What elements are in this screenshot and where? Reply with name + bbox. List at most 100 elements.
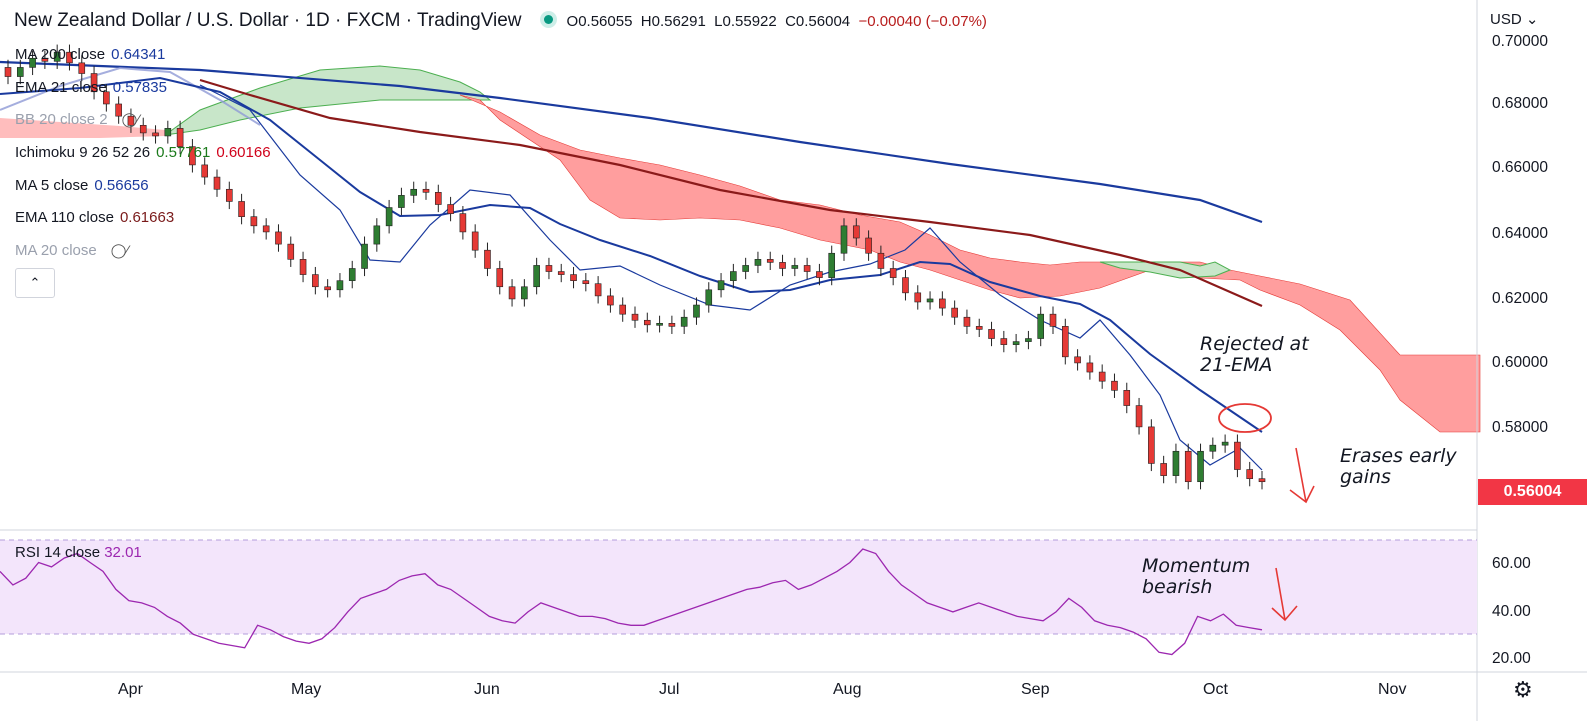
annotation-momentum: Momentum bearish: [1142, 555, 1251, 598]
candle-down: [422, 188, 430, 193]
chevron-down-icon: ⌄: [1525, 11, 1539, 28]
ma200-line: [0, 60, 1263, 224]
symbol-title[interactable]: New Zealand Dollar / U.S. Dollar · 1D · …: [14, 10, 522, 31]
candle-down: [803, 265, 811, 272]
settings-gear-icon[interactable]: ⚙: [1513, 677, 1533, 702]
hidden-eye-icon[interactable]: ◯⁄: [110, 242, 129, 258]
legend-ema21[interactable]: EMA 21 close 0.57835: [15, 79, 167, 96]
candle-down: [262, 225, 270, 233]
candle-down: [1111, 380, 1118, 391]
rsi-tick: 40.00: [1492, 603, 1531, 620]
candle-down: [459, 213, 467, 233]
candle-up: [521, 286, 528, 300]
candle-down: [668, 323, 676, 327]
chart-header: New Zealand Dollar / U.S. Dollar · 1D · …: [14, 10, 987, 32]
candle-down: [1135, 405, 1143, 428]
candle-up: [1209, 444, 1217, 452]
candle-down: [250, 216, 258, 227]
candle-up: [361, 243, 368, 269]
candle-up: [656, 323, 663, 326]
ema21-line: [0, 76, 1263, 433]
candle-down: [852, 225, 860, 239]
candle-down: [1258, 478, 1266, 483]
candle-up: [742, 265, 749, 272]
candle-down: [557, 271, 565, 275]
candle-down: [865, 237, 872, 254]
time-axis: Apr May Jun Jul Aug Sep Oct Nov: [118, 681, 1406, 698]
candle-down: [496, 268, 504, 288]
candle-down: [238, 201, 245, 217]
candle-up: [348, 268, 356, 281]
legend-bb[interactable]: BB 20 close 2 ◯⁄: [15, 111, 140, 128]
time-tick-oct: Oct: [1203, 681, 1228, 698]
candle-down: [152, 132, 159, 137]
hidden-eye-icon[interactable]: ◯⁄: [121, 111, 140, 127]
candle-up: [16, 67, 24, 77]
candles: [4, 44, 1266, 490]
legend-rsi[interactable]: RSI 14 close 32.01: [15, 544, 142, 561]
market-status-icon: [543, 15, 553, 25]
price-ticks: 0.70000 0.68000 0.66000 0.64000 0.62000 …: [1492, 33, 1548, 436]
candle-up: [840, 225, 848, 254]
time-tick-nov: Nov: [1378, 681, 1406, 698]
legend-ma5[interactable]: MA 5 close 0.56656: [15, 177, 149, 194]
ema110-line: [199, 78, 1263, 308]
candle-down: [484, 249, 491, 269]
candle-up: [1037, 313, 1045, 339]
candle-down: [471, 231, 479, 251]
ohlc-values: O0.56055 H0.56291 L0.55922 C0.56004 −0.0…: [567, 13, 987, 30]
candle-down: [816, 271, 823, 278]
candle-down: [287, 243, 295, 260]
candle-down: [951, 307, 958, 318]
candle-down: [1000, 338, 1008, 345]
candle-down: [127, 115, 135, 126]
legend-ma20[interactable]: MA 20 close ◯⁄: [15, 242, 129, 259]
last-price-label: 0.56004: [1478, 479, 1587, 505]
candle-down: [1123, 390, 1131, 406]
candle-down: [189, 146, 196, 166]
candle-down: [201, 164, 209, 178]
candle-up: [828, 252, 836, 278]
candle-down: [902, 277, 909, 294]
price-tick: 0.64000: [1492, 225, 1548, 242]
candle-down: [594, 283, 602, 297]
rsi-ticks: 60.00 40.00 20.00: [1492, 555, 1531, 667]
candle-up: [410, 188, 418, 196]
arrow-rsi: [1271, 567, 1298, 622]
candle-down: [1074, 356, 1081, 364]
candle-down: [889, 268, 897, 278]
candle-up: [693, 304, 700, 318]
candle-down: [312, 274, 319, 288]
rsi-tick: 20.00: [1492, 650, 1531, 667]
candle-down: [1148, 426, 1155, 464]
legend-ema110[interactable]: EMA 110 close 0.61663: [15, 209, 175, 226]
candle-down: [582, 280, 590, 285]
candle-down: [1160, 463, 1167, 476]
cloud-bear-left: [0, 118, 165, 138]
cloud-bear-1: [459, 94, 1481, 433]
candle-down: [619, 304, 627, 315]
candle-down: [1086, 362, 1094, 373]
candle-up: [1025, 338, 1032, 342]
legend-ma200[interactable]: MA 200 close 0.64341: [15, 46, 166, 63]
legend-ichimoku[interactable]: Ichimoku 9 26 52 26 0.57761 0.60166: [15, 144, 271, 161]
candle-up: [705, 289, 713, 306]
collapse-legend-button[interactable]: ⌃: [15, 268, 55, 298]
candle-down: [90, 73, 98, 93]
change-value: −0.00040 (−0.07%): [858, 13, 987, 30]
candle-down: [508, 286, 516, 300]
candle-down: [631, 313, 639, 321]
time-tick-aug: Aug: [833, 681, 861, 698]
time-tick-jun: Jun: [474, 681, 500, 698]
time-tick-may: May: [291, 681, 321, 698]
currency-selector[interactable]: USD ⌄: [1490, 11, 1539, 28]
candle-down: [275, 231, 282, 245]
candle-up: [730, 271, 737, 281]
candle-up: [1197, 450, 1204, 483]
candle-down: [78, 62, 86, 74]
rejection-circle: [1218, 403, 1272, 433]
candle-down: [545, 265, 553, 272]
close-value: C0.56004: [785, 13, 851, 30]
price-tick: 0.58000: [1492, 419, 1548, 436]
